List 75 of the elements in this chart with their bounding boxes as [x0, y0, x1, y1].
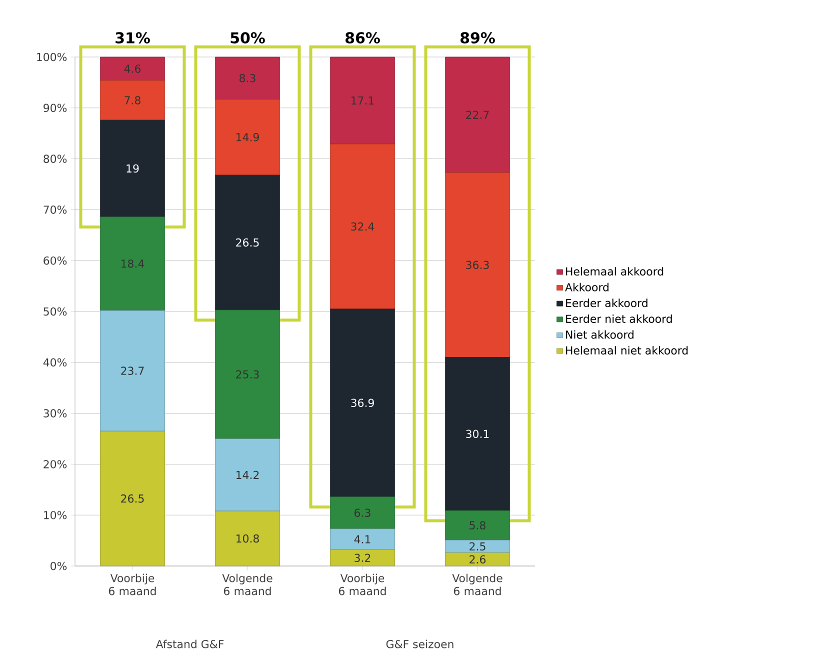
bar: [100, 120, 165, 218]
x-tick-label: Volgende 6 maand: [452, 574, 502, 596]
bar: [100, 430, 165, 566]
bar: [330, 550, 395, 566]
data-label: 4.6: [124, 64, 141, 73]
legend-label: Helemaal akkoord: [566, 267, 664, 276]
y-tick-label: 0%: [50, 562, 67, 570]
bar: [215, 174, 280, 310]
data-label: 6.3: [354, 508, 370, 517]
bar: [215, 99, 280, 176]
data-label: 4.1: [354, 535, 370, 544]
legend-label: Niet akkoord: [566, 330, 634, 339]
data-label: 22.7: [466, 110, 489, 119]
bar: [215, 510, 280, 566]
bar: [445, 56, 510, 173]
bar: [100, 216, 165, 311]
bar: [330, 56, 395, 144]
bar: [445, 510, 510, 540]
text: G&F seizoen: [386, 640, 454, 648]
data-label: 36.9: [351, 398, 374, 408]
data-label: 26.5: [121, 494, 144, 503]
bar: [100, 56, 165, 81]
y-tick-label: 80%: [44, 154, 67, 163]
text: 50%: [230, 32, 265, 44]
text: Afstand G&F: [156, 640, 224, 648]
y-tick-label: 10%: [44, 510, 67, 520]
legend-label: Helemaal niet akkoord: [566, 346, 688, 355]
data-label: 3.2: [354, 554, 370, 562]
y-tick-label: 30%: [44, 409, 67, 418]
y-tick-label: 60%: [44, 256, 67, 265]
y-tick-label: 90%: [44, 104, 67, 112]
data-label: 30.1: [466, 430, 489, 438]
bar: [100, 310, 165, 432]
bar: [445, 357, 510, 511]
bar: [330, 528, 395, 550]
bar: [445, 552, 510, 566]
bar: [215, 438, 280, 512]
y-tick-label: 20%: [44, 460, 67, 468]
bar: [445, 540, 510, 553]
data-label: 36.3: [466, 260, 489, 270]
data-label: 8.3: [240, 74, 256, 82]
data-label: 14.2: [236, 470, 259, 479]
data-label: 23.7: [121, 366, 144, 375]
legend-label: Eerder akkoord: [566, 298, 648, 308]
text: 31%: [116, 32, 150, 44]
bar: [330, 496, 395, 530]
y-tick-label: 40%: [43, 358, 67, 367]
data-label: 32.4: [351, 222, 374, 231]
bar: [100, 80, 165, 120]
x-tick-label: Voorbije 6 maand: [108, 574, 156, 596]
data-label: 2.5: [470, 542, 486, 551]
bar: [330, 308, 395, 497]
text: 89%: [460, 32, 495, 44]
bar: [445, 172, 510, 358]
data-label: 26.5: [236, 238, 259, 247]
legend-label: Akkoord: [565, 282, 608, 292]
data-label: 5.8: [470, 521, 486, 530]
data-label: 14.9: [236, 133, 259, 142]
bar: [215, 56, 280, 100]
data-label: 19: [126, 164, 139, 173]
text: 86%: [346, 32, 380, 44]
data-label: 17.1: [352, 96, 374, 105]
y-tick-label: 100%: [37, 52, 67, 62]
bar: [330, 144, 395, 310]
data-label: 18.4: [122, 260, 144, 268]
x-tick-label: Volgende 6 maand: [222, 574, 272, 596]
bar: [215, 310, 280, 439]
y-tick-label: 50%: [44, 307, 67, 316]
data-label: 7.8: [124, 96, 140, 104]
x-tick-label: Voorbije 6 maand: [338, 574, 386, 596]
data-label: 10.8: [236, 534, 259, 543]
y-tick-label: 70%: [44, 206, 67, 214]
data-label: 2.6: [470, 555, 486, 564]
data-label: 25.3: [236, 370, 259, 379]
legend-label: Eerder niet akkoord: [566, 314, 672, 323]
